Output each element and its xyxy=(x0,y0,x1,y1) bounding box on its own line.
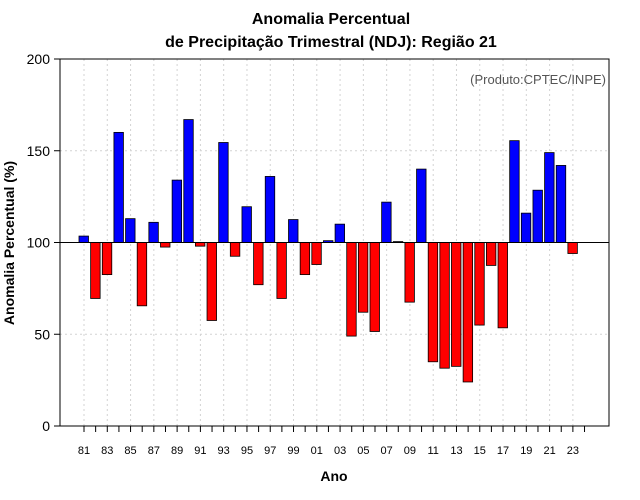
bar-94 xyxy=(229,242,241,257)
bar-81 xyxy=(78,235,89,243)
bar-99 xyxy=(288,219,299,243)
x-tick-label: 13 xyxy=(450,445,462,457)
bar-21 xyxy=(544,152,555,243)
bar-03 xyxy=(334,223,345,243)
x-tick-label: 05 xyxy=(357,445,369,457)
x-tick-label: 03 xyxy=(334,445,346,457)
x-axis-label: Ano xyxy=(320,468,347,484)
bar-95 xyxy=(241,206,252,243)
x-tick-label: 97 xyxy=(264,445,276,457)
bar-17 xyxy=(497,242,508,329)
bar-18 xyxy=(509,140,520,243)
x-tick-label: 89 xyxy=(171,445,183,457)
x-axis-ticks: 81 83 85 87 89 91 93 95 97 99 01 03 05 07 09 11 13 15 17 19… xyxy=(78,426,586,457)
x-tick-label: 11 xyxy=(427,445,438,457)
x-tick-label: 95 xyxy=(241,445,253,457)
y-tick-label: 100 xyxy=(27,235,51,251)
y-tick-label: 200 xyxy=(27,51,51,67)
bar-14 xyxy=(462,242,474,383)
x-tick-label: 15 xyxy=(474,445,486,457)
x-tick-label: 07 xyxy=(381,445,393,457)
x-tick-label: 21 xyxy=(543,445,555,457)
bar-85 xyxy=(125,218,136,243)
bar-86 xyxy=(136,242,148,307)
bar-93 xyxy=(218,142,229,243)
bar-13 xyxy=(451,242,462,367)
bar-05 xyxy=(357,242,369,313)
bar-01 xyxy=(311,242,322,265)
product-credit: (Produto:CPTEC/INPE) xyxy=(470,72,606,87)
x-tick-label: 01 xyxy=(311,445,323,457)
bar-07 xyxy=(381,201,392,243)
bar-11 xyxy=(427,242,439,363)
x-tick-label: 91 xyxy=(194,445,206,457)
bar-04 xyxy=(346,242,357,337)
x-tick-label: 09 xyxy=(404,445,416,457)
x-tick-label: 87 xyxy=(148,445,160,457)
bar-98 xyxy=(276,242,287,299)
bar-22 xyxy=(555,165,567,243)
bar-16 xyxy=(485,242,497,266)
bar-23 xyxy=(567,242,578,254)
y-axis-ticks: 0 50 100 150 200 xyxy=(27,51,60,434)
bar-88 xyxy=(160,242,171,248)
y-axis-label: Anomalia Percentual (%) xyxy=(1,161,17,325)
bar-12 xyxy=(439,242,450,369)
x-tick-label: 17 xyxy=(497,445,509,457)
bar-90 xyxy=(183,119,194,243)
bar-09 xyxy=(404,242,415,303)
bar-89 xyxy=(171,179,183,243)
bar-87 xyxy=(148,221,159,243)
y-tick-label: 50 xyxy=(34,326,50,342)
bar-83 xyxy=(101,242,113,276)
bar-06 xyxy=(369,242,380,332)
x-tick-label: 99 xyxy=(287,445,299,457)
x-tick-label: 83 xyxy=(101,445,113,457)
bar-15 xyxy=(474,242,485,326)
bar-00 xyxy=(299,242,311,276)
y-tick-label: 0 xyxy=(42,418,50,434)
bar-20 xyxy=(532,189,543,243)
x-tick-label: 23 xyxy=(567,445,579,457)
x-tick-label: 19 xyxy=(520,445,532,457)
x-tick-label: 81 xyxy=(78,445,90,457)
chart-title-line1: Anomalia Percentual xyxy=(252,11,410,28)
bar-82 xyxy=(90,242,101,299)
bar-91 xyxy=(194,242,206,247)
y-tick-label: 150 xyxy=(27,143,51,159)
x-tick-label: 93 xyxy=(218,445,230,457)
chart-title-line2: de Precipitação Trimestral (NDJ): Região… xyxy=(165,34,497,51)
bar-92 xyxy=(206,242,217,321)
bar-84 xyxy=(113,131,124,243)
bar-96 xyxy=(253,242,264,286)
x-tick-label: 85 xyxy=(124,445,136,457)
bar-19 xyxy=(520,212,532,243)
bar-10 xyxy=(416,168,427,243)
bar-97 xyxy=(264,176,276,243)
